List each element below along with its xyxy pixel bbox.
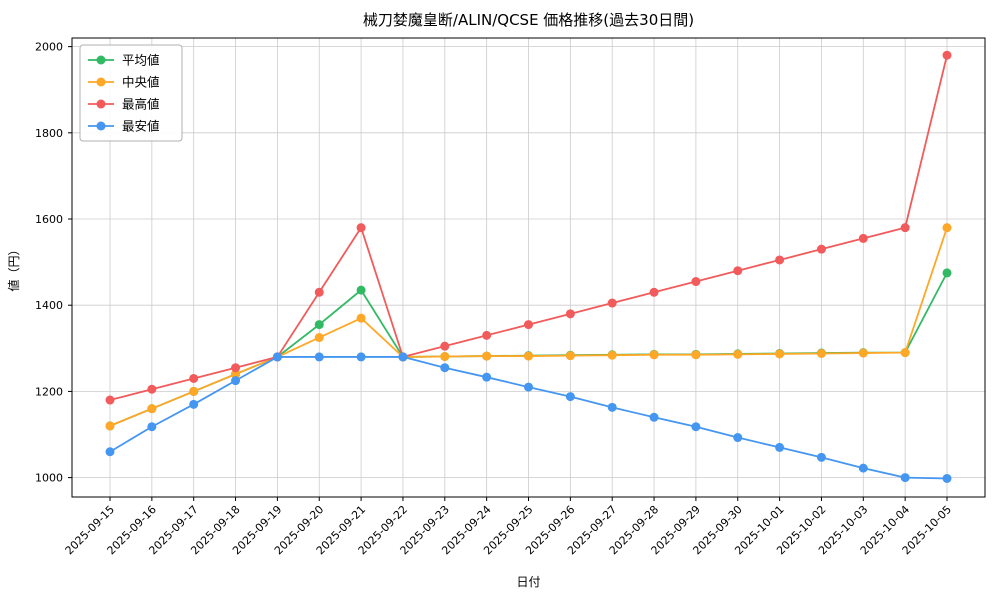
series-median-marker: [858, 348, 868, 358]
y-tick-label: 1000: [35, 472, 63, 485]
series-min-marker: [733, 433, 743, 443]
legend-marker-median: [96, 77, 106, 87]
series-min-marker: [398, 352, 408, 362]
series-median-marker: [607, 350, 617, 360]
series-median-marker: [147, 404, 157, 414]
y-tick-label: 1600: [35, 213, 63, 226]
series-average-marker: [356, 285, 366, 295]
series-min-marker: [565, 392, 575, 402]
series-min-marker: [524, 382, 533, 392]
series-max-marker: [775, 255, 785, 265]
series-min-marker: [649, 412, 659, 422]
series-median-marker: [816, 348, 826, 358]
y-tick-label: 1800: [35, 127, 63, 140]
series-max-marker: [858, 233, 868, 243]
series-min-marker: [147, 422, 157, 432]
series-min-marker: [691, 422, 701, 432]
x-axis-label: 日付: [516, 575, 540, 589]
y-axis: 1000 1200 1400 1600 1800 2000: [35, 41, 72, 485]
series-min-marker: [231, 376, 241, 386]
series-median-marker: [733, 349, 743, 359]
series-min-marker: [942, 473, 952, 483]
series-median-marker: [482, 351, 492, 361]
legend-box: [79, 44, 183, 142]
series-max-marker: [189, 373, 199, 383]
legend-marker-max: [96, 99, 106, 109]
series-max-marker: [147, 384, 157, 394]
series-min-marker: [356, 352, 366, 362]
y-tick-label: 2000: [35, 41, 63, 54]
series-min-marker: [440, 363, 450, 373]
series-average-marker: [314, 320, 324, 330]
chart-title: 械刀婪魔皇断/ALIN/QCSE 価格推移(過去30日間): [363, 11, 694, 29]
legend-item-min: 最安値: [88, 119, 160, 134]
legend-item-max: 最高値: [88, 97, 160, 112]
series-min-marker: [105, 447, 115, 457]
y-tick-label: 1400: [35, 299, 63, 312]
series-min-marker: [900, 473, 910, 483]
series-max-marker: [816, 244, 826, 254]
series-max-marker: [356, 223, 366, 233]
series-max-marker: [105, 395, 115, 405]
legend-item-median: 中央値: [88, 75, 160, 90]
series-median-marker: [314, 333, 324, 343]
series-min-marker: [314, 352, 324, 362]
series-min-marker: [272, 352, 282, 362]
series-average-marker: [942, 268, 952, 278]
legend-marker-average: [96, 55, 106, 65]
series-median-marker: [524, 351, 533, 361]
series-median-marker: [691, 350, 701, 360]
plot-border: [71, 37, 986, 498]
series-max-marker: [607, 298, 617, 308]
legend-label: 平均値: [122, 53, 160, 68]
series-min-marker: [816, 452, 826, 462]
series-max-marker: [482, 330, 492, 340]
series-max-marker: [691, 277, 701, 287]
series-median-marker: [356, 313, 366, 323]
series-median-marker: [942, 223, 952, 233]
series-max-marker: [900, 223, 910, 233]
series-median-marker: [189, 386, 199, 396]
series-median-marker: [565, 351, 575, 361]
series-max-marker: [231, 363, 241, 373]
series-max-marker: [565, 309, 575, 319]
series-median-marker: [440, 351, 450, 361]
legend-marker-min: [96, 121, 106, 131]
series-min-line: [105, 352, 952, 483]
y-tick-label: 1200: [35, 385, 63, 398]
series-median-marker: [105, 421, 115, 431]
series-min-marker: [189, 399, 199, 409]
series-max-marker: [733, 266, 743, 276]
legend-label: 中央値: [122, 75, 160, 90]
series-max-marker: [649, 287, 659, 297]
series-min-marker: [775, 442, 785, 452]
legend-label: 最安値: [122, 119, 160, 134]
series-max-marker: [942, 50, 952, 60]
series-min-marker: [607, 402, 617, 412]
series-min-marker: [858, 463, 868, 473]
series-max-marker: [440, 341, 450, 351]
series-median-marker: [900, 348, 910, 358]
series-median-marker: [231, 369, 241, 379]
series-max-marker: [524, 320, 533, 330]
series-median-marker: [775, 349, 785, 359]
series-median-marker: [649, 350, 659, 360]
series-max-marker: [314, 287, 324, 297]
legend-label: 最高値: [122, 97, 160, 112]
series-min-marker: [482, 372, 492, 382]
y-axis-label: 値（円）: [6, 243, 21, 291]
legend-item-average: 平均値: [88, 53, 160, 68]
grid: [72, 38, 985, 497]
